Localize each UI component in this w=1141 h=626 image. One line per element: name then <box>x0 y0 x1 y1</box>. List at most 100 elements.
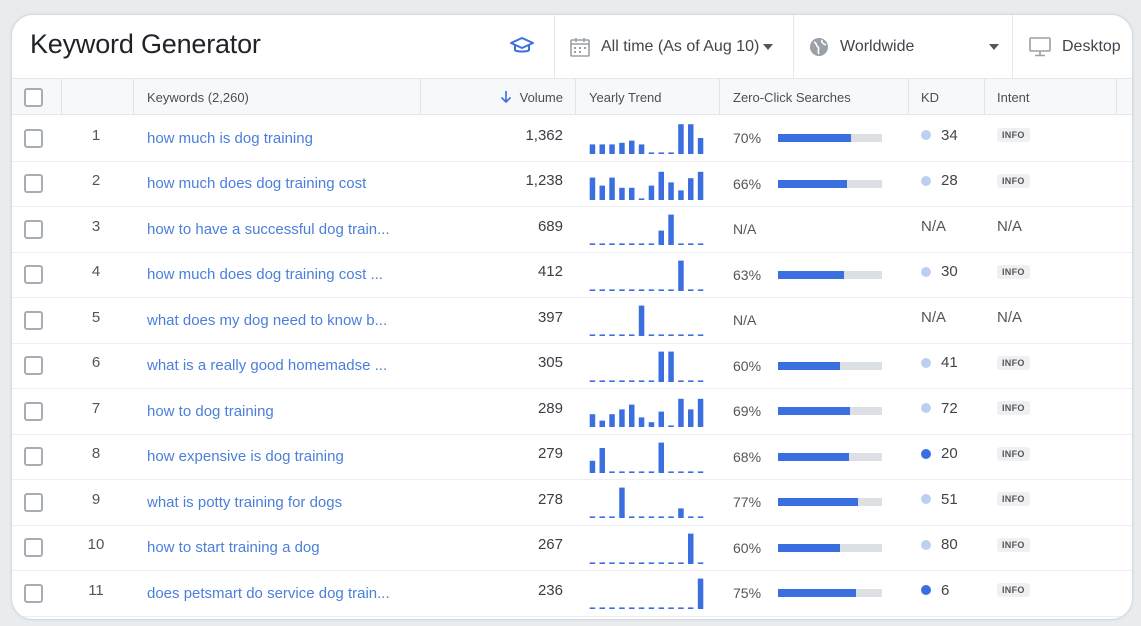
location-dropdown[interactable]: Worldwide <box>808 15 1002 79</box>
intent-cell: INFO <box>997 571 1077 616</box>
keyword-link[interactable]: how much is dog training <box>147 129 313 147</box>
row-checkbox[interactable] <box>24 447 43 467</box>
intent-cell: INFO <box>997 253 1077 298</box>
trend-bar <box>678 508 684 519</box>
trend-bar <box>697 471 704 473</box>
yearly-trend-sparkline <box>587 207 705 252</box>
trend-bar <box>668 562 674 564</box>
row-number: 5 <box>91 308 101 326</box>
zero-click-bar-fill <box>778 498 859 507</box>
graduation-cap-icon[interactable] <box>509 33 535 59</box>
column-header-kd[interactable]: KD <box>921 89 940 105</box>
row-checkbox[interactable] <box>24 174 43 194</box>
yearly-trend-sparkline <box>587 389 705 434</box>
trend-bar <box>678 471 684 473</box>
trend-bar <box>678 124 684 155</box>
sparkline-svg <box>589 578 704 610</box>
trend-bar <box>609 144 615 155</box>
row-checkbox[interactable] <box>24 265 43 285</box>
trend-bar <box>599 420 605 428</box>
trend-bar <box>638 516 645 519</box>
table-header: Keywords (2,260) Volume Yearly Trend Zer… <box>12 79 1132 115</box>
row-checkbox[interactable] <box>24 583 43 603</box>
column-header-volume[interactable]: Volume <box>432 79 563 115</box>
table-row: 3 how to have a successful dog train... 68… <box>12 207 1132 253</box>
keyword-link[interactable]: how much does dog training cost ... <box>147 266 383 284</box>
keyword-link[interactable]: how expensive is dog training <box>147 448 344 466</box>
row-number: 11 <box>88 581 104 599</box>
kd-cell: N/A <box>921 207 991 252</box>
keyword-link[interactable]: how to start training a dog <box>147 539 320 557</box>
volume-value: 305 <box>537 354 563 372</box>
trend-bar <box>697 399 704 428</box>
select-all-checkbox[interactable] <box>24 87 43 107</box>
zero-click-cell: 75% <box>733 571 893 616</box>
trend-bar <box>688 380 694 382</box>
volume-value: 278 <box>537 490 563 508</box>
row-number: 8 <box>91 445 101 463</box>
intent-cell: INFO <box>997 526 1077 571</box>
keyword-link[interactable]: how to dog training <box>147 402 274 420</box>
trend-bar <box>619 243 625 246</box>
trend-bar <box>599 447 605 473</box>
trend-bar <box>648 516 655 519</box>
arrow-down-icon <box>500 90 512 104</box>
column-header-trend[interactable]: Yearly Trend <box>589 89 662 105</box>
kd-cell: 51 <box>921 480 991 525</box>
keyword-link[interactable]: what is a really good homemadse ... <box>147 357 388 375</box>
date-filter-dropdown[interactable]: All time (As of Aug 10) <box>569 15 779 79</box>
row-checkbox[interactable] <box>24 128 43 148</box>
row-select-cell <box>24 162 43 207</box>
row-checkbox[interactable] <box>24 219 43 239</box>
device-dropdown[interactable]: Desktop <box>1028 15 1132 79</box>
table-row: 5 what does my dog need to know b... 397 N/… <box>12 298 1132 344</box>
intent-cell: INFO <box>997 344 1077 389</box>
keyword-link[interactable]: how much does dog training cost <box>147 175 367 193</box>
sparkline-svg <box>589 351 704 382</box>
kd-value: 72 <box>941 399 958 417</box>
row-number: 9 <box>91 490 101 508</box>
row-checkbox[interactable] <box>24 538 43 558</box>
volume-value: 236 <box>537 581 563 599</box>
intent-badge: INFO <box>997 128 1030 143</box>
row-number: 1 <box>91 126 101 144</box>
chevron-down-icon <box>989 44 999 50</box>
toolbar-divider <box>1012 15 1013 79</box>
trend-bar <box>589 289 596 291</box>
kd-cell: 6 <box>921 571 991 616</box>
zero-click-cell: N/A <box>733 298 893 343</box>
yearly-trend-sparkline <box>587 116 705 161</box>
trend-bar <box>619 143 625 155</box>
trend-bar <box>697 138 704 155</box>
yearly-trend-sparkline <box>587 298 705 343</box>
keyword-link[interactable]: does petsmart do service dog train... <box>147 584 390 602</box>
zero-click-cell: 60% <box>733 344 893 389</box>
trend-bar <box>688 124 694 155</box>
row-checkbox[interactable] <box>24 492 43 512</box>
row-checkbox[interactable] <box>24 310 43 330</box>
row-number: 6 <box>91 354 101 372</box>
trend-bar <box>638 607 645 610</box>
column-header-intent[interactable]: Intent <box>997 89 1030 105</box>
column-header-keywords[interactable]: Keywords (2,260) <box>147 89 249 105</box>
row-checkbox[interactable] <box>24 401 43 421</box>
kd-difficulty-dot <box>921 130 931 141</box>
trend-bar <box>638 471 645 473</box>
trend-bar <box>589 562 596 564</box>
keyword-link[interactable]: what does my dog need to know b... <box>147 311 388 329</box>
volume-value: 1,238 <box>525 172 563 190</box>
trend-bar <box>619 380 625 382</box>
zero-click-value: 69% <box>733 403 762 420</box>
trend-bar <box>629 243 635 246</box>
zero-click-cell: 68% <box>733 435 893 480</box>
toolbar-divider <box>554 15 555 79</box>
yearly-trend-sparkline <box>587 435 705 480</box>
kd-cell: 30 <box>921 253 991 298</box>
column-header-zero-click[interactable]: Zero-Click Searches <box>733 89 851 105</box>
zero-click-value: 63% <box>733 266 762 283</box>
zero-click-bar-fill <box>778 270 844 279</box>
keyword-link[interactable]: what is potty training for dogs <box>147 493 343 511</box>
trend-bar <box>688 289 694 291</box>
row-checkbox[interactable] <box>24 356 43 376</box>
keyword-link[interactable]: how to have a successful dog train... <box>147 220 390 238</box>
